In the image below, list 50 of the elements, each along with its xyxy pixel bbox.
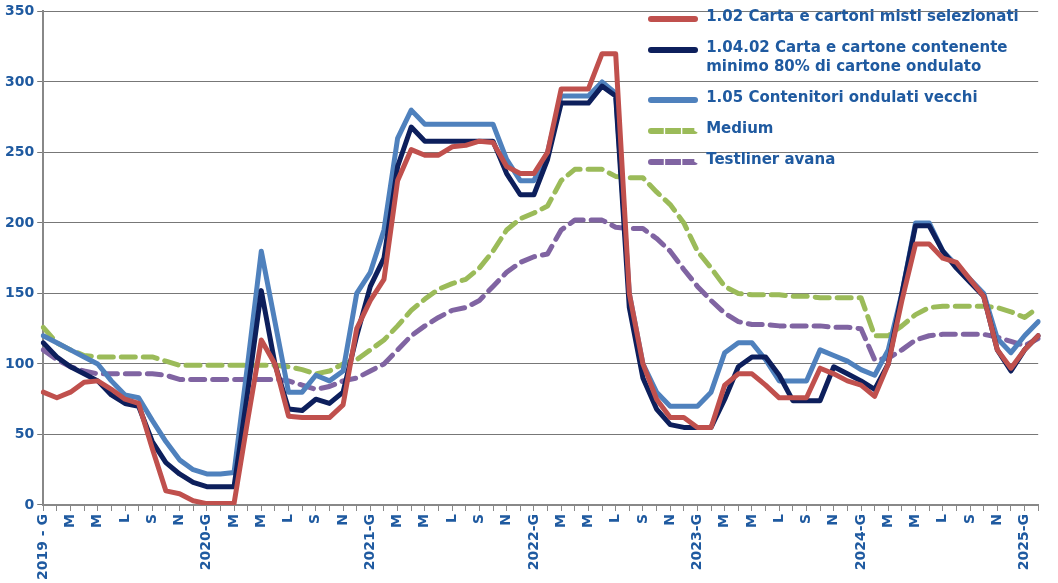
- x-tick-label: L: [442, 513, 459, 523]
- x-tick-label: 2025-G: [1015, 513, 1032, 571]
- y-tick-label: 100: [4, 354, 35, 371]
- x-tick-label: N: [333, 513, 350, 526]
- legend-label: Testliner avana: [706, 150, 836, 170]
- x-tick-label: M: [579, 513, 596, 528]
- x-tick-label: M: [224, 513, 241, 528]
- y-tick-label: 0: [24, 495, 35, 512]
- x-tick-label: L: [115, 513, 132, 523]
- x-tick-label: N: [824, 513, 841, 526]
- x-tick-label: M: [551, 513, 568, 528]
- x-tick-label: S: [306, 513, 323, 525]
- y-tick-label: 150: [4, 284, 35, 301]
- x-tick-label: S: [797, 513, 814, 525]
- x-tick-label: N: [660, 513, 677, 526]
- legend-label: 1.05 Contenitori ondulati vecchi: [706, 88, 978, 108]
- x-tick-label: N: [497, 513, 514, 526]
- x-tick-label: M: [388, 513, 405, 528]
- y-tick-label: 250: [4, 143, 35, 160]
- x-tick-label: M: [88, 513, 105, 528]
- x-tick-label: 2023-G: [688, 513, 705, 571]
- y-tick-label: 350: [4, 2, 35, 19]
- x-tick-label: M: [61, 513, 78, 528]
- x-tick-label: M: [251, 513, 268, 528]
- x-tick-label: 2022-G: [524, 513, 541, 571]
- x-tick-label: M: [715, 513, 732, 528]
- y-tick-label: 200: [4, 213, 35, 230]
- x-tick-label: S: [470, 513, 487, 525]
- x-tick-label: S: [960, 513, 977, 525]
- legend-label: Medium: [706, 119, 774, 139]
- x-tick-label: L: [933, 513, 950, 523]
- x-tick-label: L: [769, 513, 786, 523]
- x-tick-label: S: [633, 513, 650, 525]
- legend-label: 1.04.02 Carta e cartone contenente minimo 80% di cartone ondulato: [706, 38, 1009, 77]
- x-tick-label: M: [878, 513, 895, 528]
- x-tick-label: N: [987, 513, 1004, 526]
- x-tick-label: L: [279, 513, 296, 523]
- y-tick-label: 300: [4, 72, 35, 89]
- x-tick-label: 2019 - G: [33, 513, 50, 580]
- y-tick-label: 50: [14, 425, 35, 442]
- x-tick-label: M: [415, 513, 432, 528]
- x-tick-label: N: [170, 513, 187, 526]
- x-tick-label: 2021-G: [360, 513, 377, 571]
- legend-label: 1.02 Carta e cartoni misti selezionati: [706, 7, 1019, 27]
- x-tick-label: L: [606, 513, 623, 523]
- x-tick-label: 2020-G: [197, 513, 214, 571]
- x-tick-label: 2024-G: [851, 513, 868, 571]
- x-tick-label: M: [906, 513, 923, 528]
- x-tick-label: S: [142, 513, 159, 525]
- x-tick-label: M: [742, 513, 759, 528]
